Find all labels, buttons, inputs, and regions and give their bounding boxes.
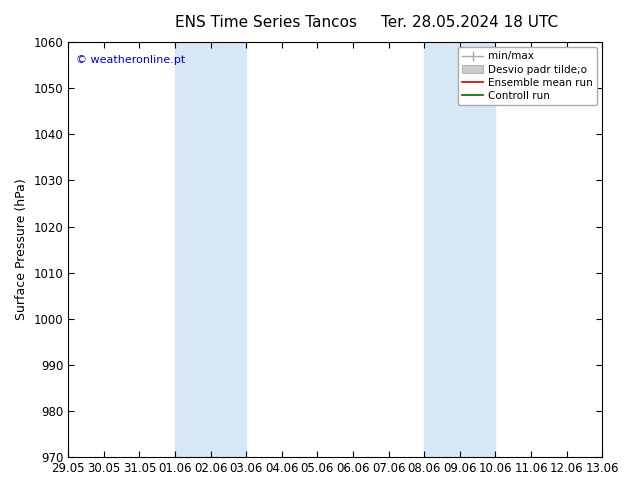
Text: Ter. 28.05.2024 18 UTC: Ter. 28.05.2024 18 UTC: [380, 15, 558, 30]
Bar: [175, 42, 246, 457]
Text: © weatheronline.pt: © weatheronline.pt: [76, 54, 185, 65]
Text: ENS Time Series Tancos: ENS Time Series Tancos: [175, 15, 358, 30]
Y-axis label: Surface Pressure (hPa): Surface Pressure (hPa): [15, 179, 28, 320]
Legend: min/max, Desvio padr tilde;o, Ensemble mean run, Controll run: min/max, Desvio padr tilde;o, Ensemble m…: [458, 47, 597, 105]
Bar: [424, 42, 495, 457]
